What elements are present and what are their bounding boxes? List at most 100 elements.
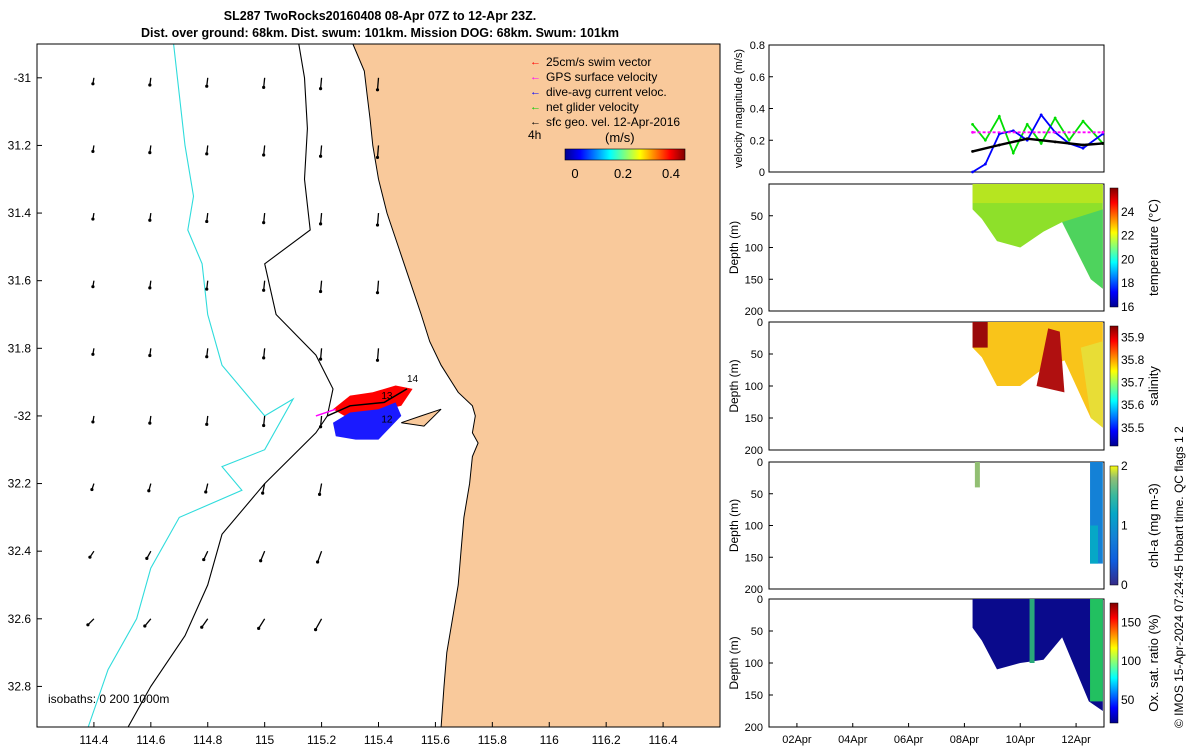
series-point: [971, 122, 974, 126]
x-tick-label: 116.2: [592, 733, 621, 747]
x-tick-label: 06Apr: [894, 734, 924, 746]
colorbar: [1109, 325, 1119, 447]
credit-text: © IMOS 15-Apr-2024 07:24:45 Hobart time.…: [1172, 426, 1186, 728]
velocity-arrow: [202, 550, 209, 562]
velocity-arrow: [375, 280, 380, 295]
series-point: [1025, 137, 1029, 141]
velocity-arrow: [262, 280, 266, 292]
y-tick-label: 0: [757, 317, 763, 329]
series-point: [1067, 138, 1071, 142]
velocity-arrow: [261, 483, 266, 495]
x-tick-label: 115.4: [364, 733, 393, 747]
velocity-arrow: [375, 213, 380, 227]
legend-label: sfc geo. vel. 12-Apr-2016: [546, 115, 681, 129]
salinity-high-plume: [1036, 328, 1065, 393]
series-point: [971, 149, 974, 153]
legend-entry: ← sfc geo. vel. 12-Apr-2016: [530, 115, 680, 130]
velocity-arrow: [317, 483, 323, 496]
map-panel: 14 13 12: [37, 44, 720, 727]
legend-arrow-icon: ←: [530, 56, 541, 68]
colorbar-tick-label: 35.9: [1121, 330, 1145, 344]
series-point: [1101, 130, 1105, 134]
temperature-cool-layer: [1062, 209, 1103, 289]
colorbar-tick-label: 0.4: [662, 166, 680, 181]
y-tick-label: 32.8: [8, 679, 32, 693]
y-tick-label: 32.4: [8, 544, 32, 558]
track-label: 12: [381, 415, 393, 426]
temperature-field: [972, 184, 1103, 289]
series-point: [1081, 143, 1085, 147]
oxygen-high-profile: [1029, 599, 1035, 663]
colorbar-tick-label: 0: [571, 166, 578, 181]
legend-arrow-icon: ←: [530, 116, 541, 128]
series-line: [971, 114, 1104, 156]
velocity-arrow: [148, 77, 152, 87]
velocity-arrow: [200, 618, 209, 629]
chart-title-line1: SL287 TwoRocks20160408 08-Apr 07Z to 12-…: [223, 9, 537, 23]
gps-velocity-arrow: [315, 408, 337, 417]
colorbar-tick-label: 100: [1121, 654, 1141, 668]
series-point: [1011, 151, 1015, 155]
chla-deep-patch: [1090, 525, 1099, 564]
series-point: [1025, 122, 1029, 126]
colorbar-tick-label: 0.2: [614, 166, 632, 181]
velocity-arrow: [86, 618, 95, 627]
velocity-arrow: [90, 483, 95, 492]
velocity-arrow: [262, 415, 266, 428]
velocity-arrow: [205, 280, 209, 291]
legend-entry: ← 25cm/s swim vector: [530, 55, 680, 70]
velocity-arrow: [318, 348, 323, 361]
colorbar-tick-label: 22: [1121, 229, 1135, 243]
legend-label: net glider velocity: [546, 100, 639, 114]
velocity-arrow: [91, 415, 95, 424]
legend-arrow-icon: ←: [530, 86, 541, 98]
y-tick-label: 150: [745, 413, 763, 425]
colorbar-tick-label: 35.5: [1121, 421, 1145, 435]
series-point: [997, 115, 1001, 118]
velocity-arrow: [375, 348, 380, 362]
legend-entry: ← dive-avg current veloc.: [530, 85, 680, 100]
velocity-arrow: [205, 145, 209, 156]
salinity-field: [972, 322, 1103, 428]
y-tick-label: 32.2: [8, 477, 32, 491]
chart-title-line2: Dist. over ground: 68km. Dist. swum: 101…: [141, 26, 619, 40]
colorbar-unit: (m/s): [605, 130, 635, 145]
velocity-arrow: [318, 145, 323, 158]
velocity-arrow: [148, 280, 152, 290]
x-tick-label: 08Apr: [950, 734, 980, 746]
legend-arrow-icon: ←: [530, 101, 541, 113]
x-tick-label: 116: [540, 733, 559, 747]
x-tick-label: 114.8: [193, 733, 222, 747]
series-point: [997, 143, 1001, 147]
velocity-arrow: [257, 618, 266, 631]
series-point: [1039, 113, 1043, 117]
legend-entry: ← GPS surface velocity: [530, 70, 680, 85]
track-label: 13: [381, 391, 393, 402]
colorbar-tick-label: 18: [1121, 276, 1135, 290]
island-rottnest: [401, 408, 442, 427]
velocity-arrow: [91, 145, 95, 154]
x-tick-label: 12Apr: [1061, 734, 1091, 746]
y-tick-label: 100: [745, 521, 763, 533]
current-vector-cluster: [333, 402, 402, 440]
track-line: [326, 388, 408, 417]
y-tick-label: 200: [745, 584, 763, 596]
legend-entry: ← net glider velocity: [530, 100, 680, 115]
y-tick-label: 31.2: [8, 138, 32, 152]
colorbar-tick-label: 150: [1121, 615, 1141, 629]
y-tick-label: 0.4: [750, 104, 765, 116]
y-tick-label: 100: [745, 658, 763, 670]
colorbar-tick-label: 35.8: [1121, 353, 1145, 367]
colorbar-tick-label: 2: [1121, 459, 1128, 473]
y-tick-label: 32.6: [8, 612, 32, 626]
y-tick-label: 0.8: [750, 40, 765, 52]
glider-track: 14 13 12: [315, 374, 419, 440]
velocity-arrow: [143, 618, 152, 628]
y-tick-label: 100: [745, 381, 763, 393]
velocity-arrow: [205, 415, 209, 426]
colorbar-tick-label: 20: [1121, 252, 1135, 266]
velocity-arrow: [262, 348, 266, 360]
map-axes: 114.4 114.6 114.8 115 115.2 115.4 115.6 115.8 11…: [8, 43, 721, 747]
velocity-arrow: [88, 550, 95, 559]
